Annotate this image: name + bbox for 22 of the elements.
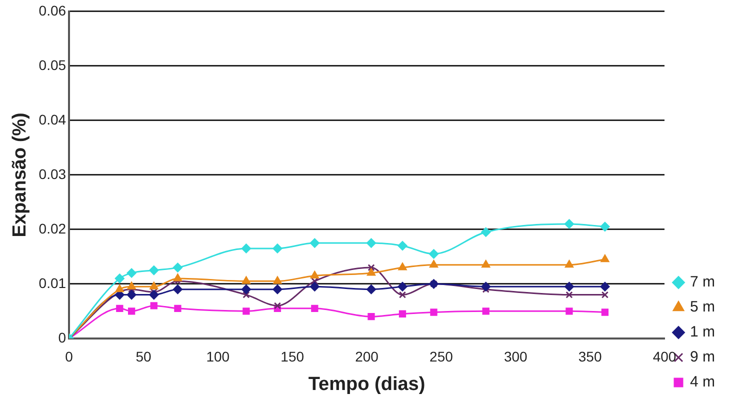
y-tick-label: 0.04 bbox=[38, 111, 66, 128]
legend-label: 5 m bbox=[690, 298, 716, 316]
legend-label: 7 m bbox=[690, 274, 716, 291]
x-tick-label: 150 bbox=[280, 348, 304, 365]
x-tick-label: 200 bbox=[355, 348, 379, 365]
x-tick-label: 400 bbox=[652, 348, 676, 365]
legend-label: 1 m bbox=[690, 324, 716, 341]
x-tick-label: 50 bbox=[136, 348, 152, 365]
y-tick-label: 0.06 bbox=[38, 2, 66, 18]
legend-label: 9 m bbox=[690, 348, 716, 366]
x-tick-label: 300 bbox=[504, 348, 528, 365]
y-tick-label: 0.01 bbox=[38, 274, 66, 291]
legend-label: 4 m bbox=[690, 374, 716, 391]
x-axis-title: Tempo (dias) bbox=[308, 374, 426, 395]
y-tick-label: 0.05 bbox=[38, 56, 66, 73]
x-tick-label: 100 bbox=[206, 348, 230, 365]
x-tick-label: 250 bbox=[430, 348, 454, 365]
y-axis-title: Expansão (%) bbox=[10, 112, 31, 238]
y-tick-label: 0.02 bbox=[38, 220, 66, 236]
y-tick-label: 0.03 bbox=[38, 166, 66, 182]
x-tick-label: 350 bbox=[578, 348, 602, 365]
y-tick-label: 0 bbox=[58, 329, 66, 346]
